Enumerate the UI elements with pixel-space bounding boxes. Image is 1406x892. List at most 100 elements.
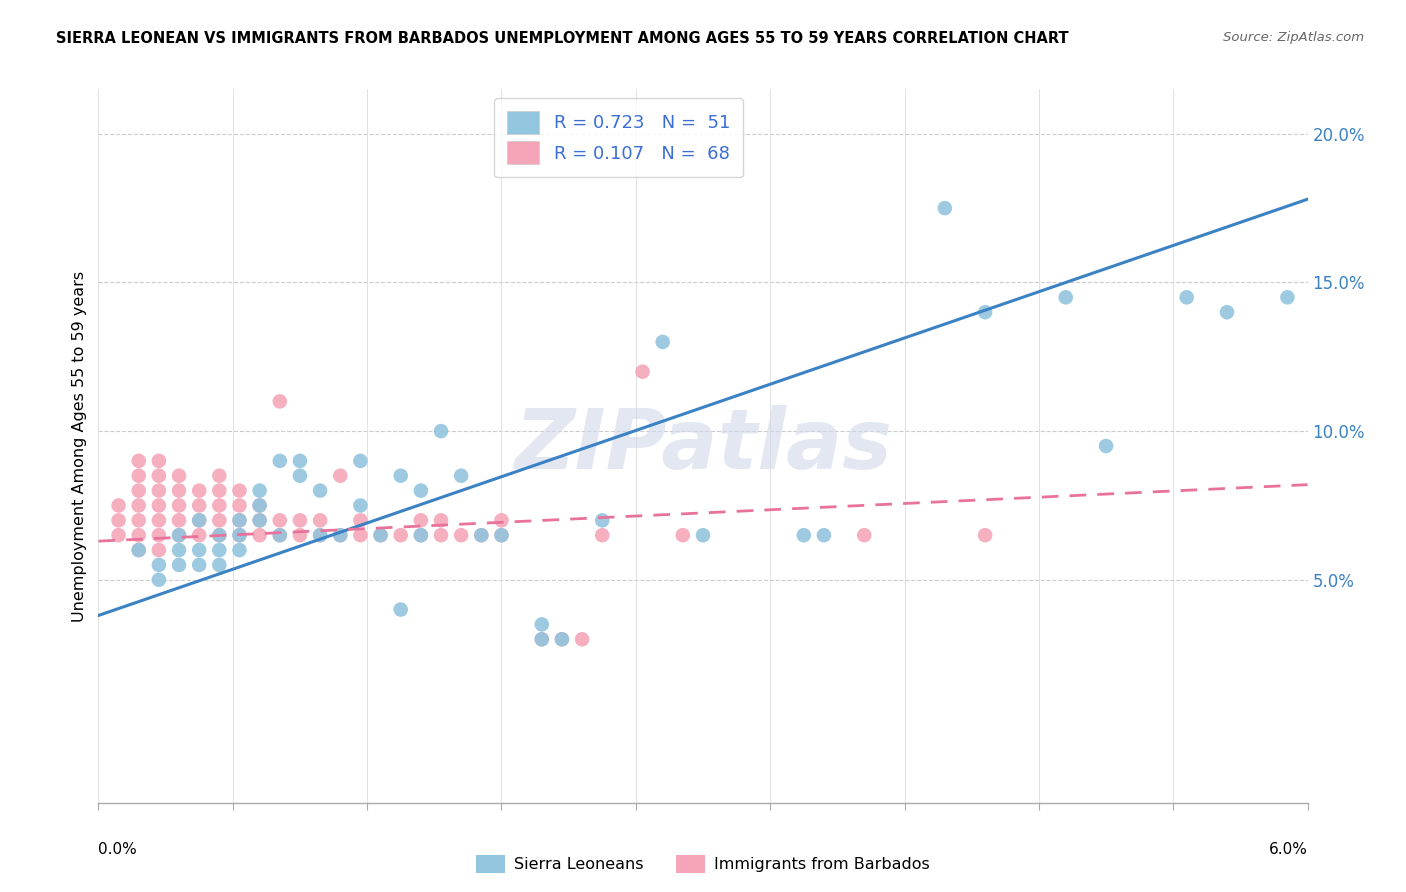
Point xyxy=(1054,290,1077,304)
Point xyxy=(148,513,170,527)
Point xyxy=(188,513,211,527)
Point xyxy=(389,602,412,616)
Point xyxy=(288,468,311,483)
Point xyxy=(249,483,271,498)
Point xyxy=(288,454,311,468)
Point xyxy=(571,632,593,647)
Point xyxy=(551,632,574,647)
Point xyxy=(309,483,332,498)
Point xyxy=(491,513,513,527)
Point xyxy=(269,528,291,542)
Point xyxy=(329,468,352,483)
Point xyxy=(128,454,150,468)
Point xyxy=(167,528,190,542)
Point xyxy=(591,528,613,542)
Point xyxy=(208,468,231,483)
Point xyxy=(208,558,231,572)
Point xyxy=(389,468,412,483)
Point xyxy=(167,528,190,542)
Point xyxy=(692,528,714,542)
Point xyxy=(269,454,291,468)
Point xyxy=(249,513,271,527)
Point xyxy=(228,513,250,527)
Point xyxy=(793,528,815,542)
Text: Source: ZipAtlas.com: Source: ZipAtlas.com xyxy=(1223,31,1364,45)
Point xyxy=(370,528,392,542)
Y-axis label: Unemployment Among Ages 55 to 59 years: Unemployment Among Ages 55 to 59 years xyxy=(72,270,87,622)
Point xyxy=(853,528,876,542)
Point xyxy=(409,528,432,542)
Point xyxy=(491,528,513,542)
Point xyxy=(349,528,371,542)
Point xyxy=(128,543,150,558)
Point xyxy=(974,528,997,542)
Point xyxy=(389,528,412,542)
Point xyxy=(269,394,291,409)
Point xyxy=(974,305,997,319)
Point xyxy=(167,513,190,527)
Point xyxy=(208,499,231,513)
Point xyxy=(409,483,432,498)
Point xyxy=(228,528,250,542)
Point xyxy=(148,499,170,513)
Point xyxy=(148,468,170,483)
Point xyxy=(128,483,150,498)
Text: SIERRA LEONEAN VS IMMIGRANTS FROM BARBADOS UNEMPLOYMENT AMONG AGES 55 TO 59 YEAR: SIERRA LEONEAN VS IMMIGRANTS FROM BARBAD… xyxy=(56,31,1069,46)
Point xyxy=(107,528,129,542)
Point xyxy=(167,483,190,498)
Point xyxy=(651,334,673,349)
Legend: Sierra Leoneans, Immigrants from Barbados: Sierra Leoneans, Immigrants from Barbado… xyxy=(470,848,936,880)
Point xyxy=(934,201,956,215)
Point xyxy=(409,513,432,527)
Point xyxy=(309,513,332,527)
Point xyxy=(309,528,332,542)
Point xyxy=(672,528,695,542)
Point xyxy=(107,499,129,513)
Point xyxy=(288,513,311,527)
Point xyxy=(269,528,291,542)
Point xyxy=(329,528,352,542)
Text: ZIPatlas: ZIPatlas xyxy=(515,406,891,486)
Text: 6.0%: 6.0% xyxy=(1268,842,1308,856)
Point xyxy=(188,543,211,558)
Point xyxy=(813,528,835,542)
Point xyxy=(208,513,231,527)
Point xyxy=(1095,439,1118,453)
Point xyxy=(249,513,271,527)
Point xyxy=(128,468,150,483)
Point xyxy=(148,454,170,468)
Point xyxy=(128,513,150,527)
Text: 0.0%: 0.0% xyxy=(98,842,138,856)
Point xyxy=(128,543,150,558)
Point xyxy=(530,632,553,647)
Point xyxy=(148,528,170,542)
Point xyxy=(530,617,553,632)
Point xyxy=(430,424,453,438)
Point xyxy=(148,543,170,558)
Point xyxy=(349,499,371,513)
Legend: R = 0.723   N =  51, R = 0.107   N =  68: R = 0.723 N = 51, R = 0.107 N = 68 xyxy=(494,98,742,178)
Point xyxy=(551,632,574,647)
Point xyxy=(208,543,231,558)
Point xyxy=(107,513,129,527)
Point xyxy=(228,483,250,498)
Point xyxy=(249,499,271,513)
Point xyxy=(1277,290,1299,304)
Point xyxy=(208,483,231,498)
Point xyxy=(1175,290,1198,304)
Point xyxy=(167,468,190,483)
Point xyxy=(249,528,271,542)
Point xyxy=(188,483,211,498)
Point xyxy=(530,632,553,647)
Point xyxy=(167,543,190,558)
Point xyxy=(631,365,654,379)
Point xyxy=(430,513,453,527)
Point xyxy=(188,528,211,542)
Point xyxy=(329,528,352,542)
Point xyxy=(208,528,231,542)
Point xyxy=(491,528,513,542)
Point xyxy=(167,499,190,513)
Point xyxy=(228,499,250,513)
Point xyxy=(370,528,392,542)
Point xyxy=(228,543,250,558)
